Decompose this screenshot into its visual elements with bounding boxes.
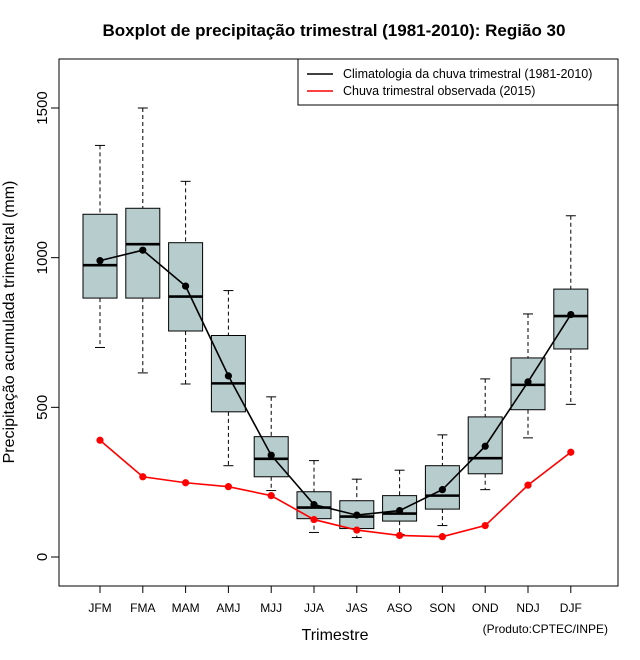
y-axis: 0 500 1000 1500 xyxy=(34,91,59,561)
climatology-point-ndj xyxy=(524,378,532,386)
climatology-point-ond xyxy=(481,442,489,450)
chart-title: Boxplot de precipitação trimestral (1981… xyxy=(103,21,566,40)
box-fma xyxy=(125,107,161,374)
observed-point-mam xyxy=(182,479,190,487)
observed-point-aso xyxy=(396,531,404,540)
climatology-point-mjj xyxy=(267,451,275,459)
climatology-point-djf xyxy=(567,310,575,319)
iqr-box xyxy=(553,288,589,350)
box-jfm xyxy=(82,144,118,348)
climatology-point-jas xyxy=(353,511,361,519)
observed-point-ond xyxy=(481,521,489,530)
observed-line xyxy=(99,439,572,538)
y-tick-label: 1500 xyxy=(34,91,51,124)
x-tick-label: NDJ xyxy=(516,601,539,615)
x-tick-label: MJJ xyxy=(260,601,282,615)
x-tick-label: JAS xyxy=(346,601,368,615)
x-tick-label: SON xyxy=(429,601,455,615)
x-tick-label: ASO xyxy=(387,601,412,615)
y-tick-label: 500 xyxy=(34,395,51,420)
box-ond xyxy=(467,378,503,491)
series-lines xyxy=(96,246,575,541)
box-ndj xyxy=(510,313,546,439)
climatology-point-amj xyxy=(224,372,232,380)
climatology-point-jja xyxy=(310,501,318,509)
x-axis-title: Trimestre xyxy=(302,627,369,644)
box-djf xyxy=(553,215,589,405)
x-tick-label: AMJ xyxy=(216,601,240,615)
observed-point-fma xyxy=(139,473,147,481)
box-mjj xyxy=(253,396,289,492)
legend-box xyxy=(297,58,619,106)
climatology-point-aso xyxy=(396,507,404,515)
boxes-group xyxy=(82,107,589,539)
climatology-line xyxy=(99,249,572,516)
climatology-point-son xyxy=(438,486,446,494)
iqr-box xyxy=(82,213,118,299)
y-axis-title: Precipitação acumulada trimestral (mm) xyxy=(1,181,18,464)
observed-point-jas xyxy=(353,526,361,534)
legend-label-climatology: Climatologia da chuva trimestral (1981-2… xyxy=(343,67,592,81)
climatology-point-jfm xyxy=(96,257,104,265)
x-axis: JFM FMA MAM AMJ MJJ JJA JAS ASO SON OND NDJ DJF xyxy=(88,586,582,615)
observed-point-son xyxy=(438,533,446,541)
box-aso xyxy=(382,469,418,536)
x-tick-label: JJA xyxy=(304,601,324,615)
x-tick-label: DJF xyxy=(560,601,582,615)
climatology-point-fma xyxy=(139,246,147,254)
climatology-point-mam xyxy=(182,282,190,290)
y-tick-label: 1000 xyxy=(34,241,51,274)
observed-point-jfm xyxy=(96,436,104,444)
legend-label-observed: Chuva trimestral observada (2015) xyxy=(343,84,535,98)
x-tick-label: MAM xyxy=(172,601,200,615)
legend: Climatologia da chuva trimestral (1981-2… xyxy=(297,58,619,106)
x-tick-label: FMA xyxy=(130,601,155,615)
observed-point-jja xyxy=(310,515,318,524)
credit-text: (Produto:CPTEC/INPE) xyxy=(483,622,608,636)
y-tick-label: 0 xyxy=(34,553,51,561)
observed-point-djf xyxy=(567,448,575,456)
x-tick-label: OND xyxy=(472,601,499,615)
x-tick-label: JFM xyxy=(88,601,111,615)
observed-point-amj xyxy=(224,483,232,491)
observed-point-mjj xyxy=(267,492,275,500)
observed-point-ndj xyxy=(524,481,532,489)
box-son xyxy=(424,434,460,527)
